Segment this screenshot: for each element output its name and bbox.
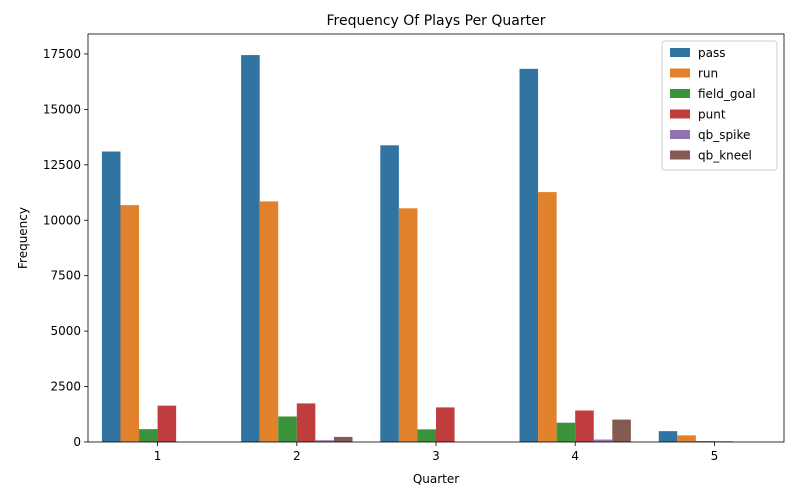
- bars-group: [101, 55, 733, 442]
- legend-label-pass: pass: [698, 46, 725, 60]
- bar-run-q4: [538, 192, 557, 442]
- bar-pass-q5: [658, 431, 678, 442]
- y-tick-label: 5000: [50, 324, 81, 338]
- bar-punt-q3: [436, 407, 455, 442]
- legend-swatch-qb_kneel: [670, 150, 690, 160]
- bar-field_goal-q5: [695, 441, 715, 442]
- legend-swatch-punt: [670, 109, 690, 119]
- bar-pass-q3: [380, 145, 399, 442]
- y-axis-ticks: 0 2500 5000 7500 10000 12500 15000 17500: [43, 47, 88, 449]
- bar-qb_spike-q4: [593, 439, 613, 442]
- legend-label-run: run: [698, 67, 718, 81]
- legend-box: [661, 40, 778, 171]
- legend-label-field_goal: field_goal: [698, 87, 756, 101]
- y-axis-label: Frequency: [16, 207, 30, 269]
- x-tick-label: 3: [432, 449, 440, 463]
- legend-swatch-field_goal: [670, 89, 690, 98]
- y-tick-label: 17500: [43, 47, 81, 61]
- x-tick-label: 2: [293, 449, 301, 463]
- bar-field_goal-q3: [417, 429, 436, 442]
- y-tick-label: 2500: [50, 380, 81, 394]
- x-tick-label: 4: [571, 449, 579, 463]
- y-tick-label: 0: [73, 435, 81, 449]
- x-axis-label: Quarter: [413, 472, 459, 486]
- bar-punt-q1: [157, 405, 177, 442]
- bar-field_goal-q2: [278, 416, 297, 442]
- bar-punt-q2: [296, 403, 316, 442]
- bar-qb_kneel-q2: [333, 436, 353, 442]
- y-tick-label: 12500: [43, 158, 81, 172]
- bar-run-q5: [677, 435, 696, 442]
- bar-qb_kneel-q4: [612, 419, 631, 442]
- legend-label-qb_kneel: qb_kneel: [698, 149, 752, 163]
- x-axis-ticks: 1 2 3 4 5: [154, 442, 718, 463]
- y-tick-label: 10000: [43, 213, 81, 227]
- bar-run-q3: [398, 208, 418, 442]
- bar-punt-q4: [575, 410, 594, 442]
- bar-field_goal-q4: [556, 422, 576, 442]
- bar-pass-q4: [519, 68, 539, 442]
- bar-run-q2: [259, 201, 279, 442]
- legend-label-punt: punt: [698, 108, 726, 122]
- bar-pass-q2: [241, 55, 260, 442]
- legend-label-qb_spike: qb_spike: [698, 128, 750, 142]
- bar-pass-q1: [101, 151, 121, 442]
- x-tick-label: 1: [154, 449, 162, 463]
- chart-title: Frequency Of Plays Per Quarter: [327, 13, 546, 29]
- bar-qb_spike-q2: [315, 440, 334, 442]
- bar-run-q1: [120, 205, 140, 442]
- legend-swatch-qb_spike: [670, 130, 690, 139]
- x-tick-label: 5: [711, 449, 719, 463]
- legend-swatch-pass: [670, 48, 690, 57]
- bar-field_goal-q1: [139, 429, 158, 442]
- legend-swatch-run: [670, 68, 690, 78]
- y-tick-label: 15000: [43, 102, 81, 116]
- y-tick-label: 7500: [50, 269, 81, 283]
